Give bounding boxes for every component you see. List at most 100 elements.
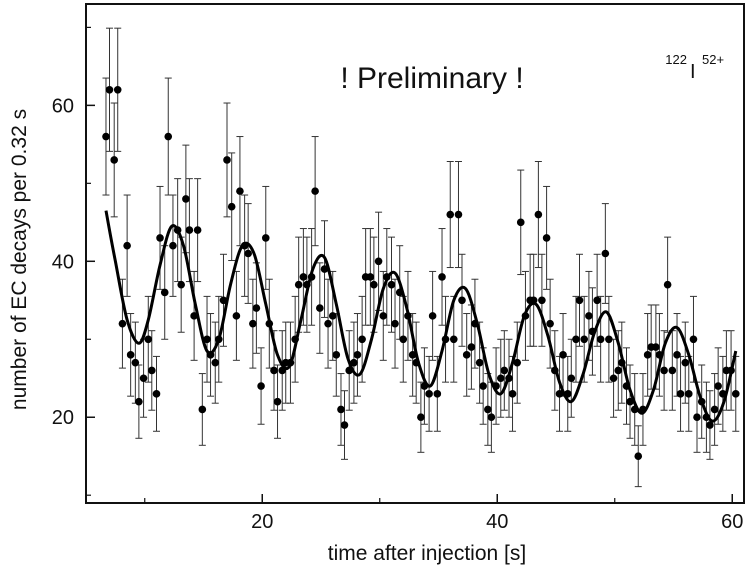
data-point [684, 390, 693, 398]
data-point [265, 319, 274, 328]
data-point [123, 241, 131, 250]
data-point [177, 280, 185, 289]
data-point [164, 132, 173, 141]
data-point [676, 390, 685, 398]
data-point [727, 366, 735, 375]
data-point [508, 390, 517, 398]
data-point [475, 358, 484, 367]
data-point [131, 358, 140, 367]
data-point [182, 195, 190, 203]
data-point [358, 335, 366, 344]
data-point [345, 366, 354, 375]
data-point [622, 382, 631, 390]
data-point [433, 390, 442, 398]
data-point [387, 280, 396, 289]
preliminary-annotation: ! Preliminary ! [340, 62, 523, 95]
data-point [105, 85, 114, 94]
data-point [580, 335, 588, 344]
x-tick-label: 60 [721, 511, 743, 533]
data-point [546, 319, 554, 328]
data-point [572, 335, 580, 344]
data-point [353, 351, 362, 359]
data-point [505, 374, 513, 383]
data-point [702, 413, 711, 422]
data-point [139, 374, 148, 383]
data-point [652, 343, 660, 351]
data-point [655, 351, 664, 359]
element-label: I [690, 61, 696, 83]
data-point [697, 397, 706, 406]
data-point [462, 351, 471, 359]
data-point [454, 210, 463, 219]
data-point [417, 413, 425, 422]
data-point [261, 234, 270, 242]
data-point [240, 241, 249, 250]
data-point [252, 304, 261, 312]
data-point [673, 351, 681, 359]
data-point [273, 397, 282, 406]
data-point [135, 397, 143, 406]
data-point [446, 210, 455, 219]
data-point [193, 226, 202, 234]
data-point [516, 218, 525, 227]
data-point [244, 249, 252, 258]
y-tick-label: 40 [52, 251, 74, 273]
data-point [126, 351, 135, 359]
data-point [663, 280, 672, 289]
data-point [395, 288, 404, 297]
data-point [232, 312, 241, 320]
data-point [614, 366, 623, 375]
data-point [206, 351, 215, 359]
data-point [420, 382, 429, 390]
y-axis: 20 40 60 [52, 26, 95, 496]
data-point [307, 273, 316, 281]
data-point [609, 374, 618, 383]
data-point [110, 156, 118, 164]
data-point [173, 226, 182, 234]
x-axis: 20 40 60 [144, 494, 743, 533]
data-point [160, 288, 169, 297]
data-point [223, 156, 231, 164]
data-point [152, 390, 161, 398]
data-point [102, 132, 110, 141]
data-point [487, 413, 496, 422]
data-point [542, 234, 551, 242]
data-point [596, 335, 605, 344]
x-tick-label: 40 [486, 511, 508, 533]
data-point [291, 335, 299, 344]
data-point [585, 312, 593, 320]
data-point [551, 366, 559, 375]
data-point [449, 335, 458, 344]
data-point [324, 319, 332, 328]
data-point [340, 421, 349, 429]
data-point [294, 280, 303, 289]
data-point [316, 304, 324, 312]
data-point [169, 241, 177, 250]
data-point [693, 413, 701, 422]
data-point [538, 296, 546, 305]
data-point [337, 405, 345, 414]
data-point [425, 390, 433, 398]
data-point [428, 312, 437, 320]
data-point [198, 405, 207, 414]
data-point [399, 335, 408, 344]
data-point [719, 390, 727, 398]
data-point [630, 405, 639, 414]
data-point [496, 374, 505, 383]
data-point [404, 312, 412, 320]
data-point [156, 234, 164, 242]
data-point [643, 351, 652, 359]
data-point [689, 335, 698, 344]
plot-frame [85, 3, 745, 504]
data-point [328, 312, 337, 320]
y-tick-label: 60 [52, 95, 74, 117]
data-point [219, 296, 228, 305]
data-point [203, 335, 211, 344]
data-point [118, 319, 127, 328]
data-point [492, 382, 500, 390]
data-point [660, 366, 668, 375]
data-point [211, 358, 220, 367]
data-point [278, 366, 287, 375]
data-point [366, 273, 375, 281]
